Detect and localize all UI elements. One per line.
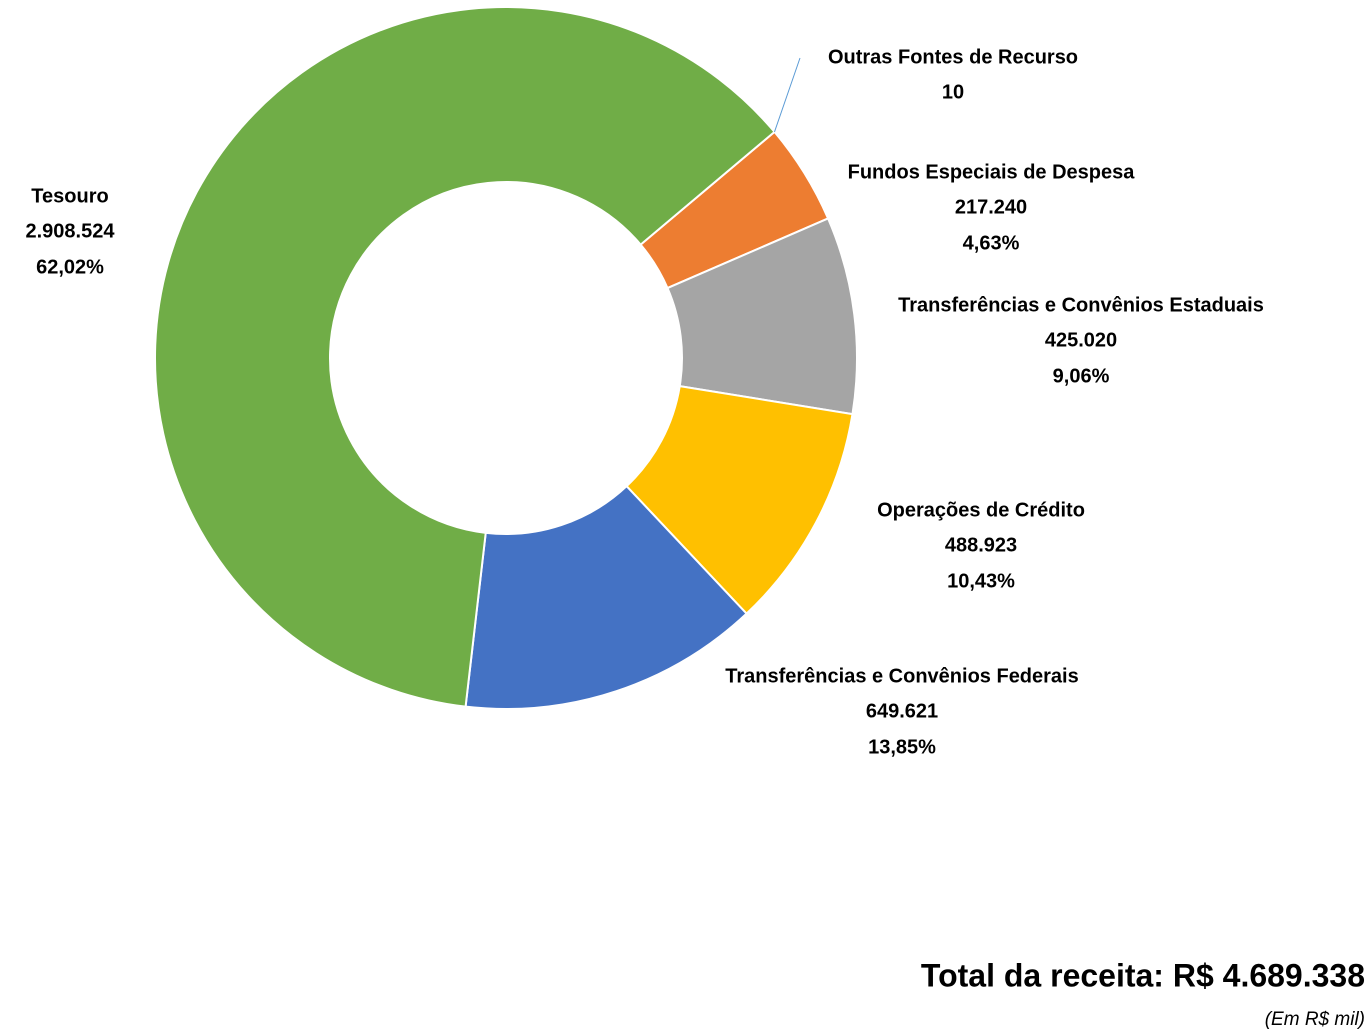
- category-label: Transferências e Convênios Estaduais: [898, 294, 1264, 316]
- percent-label: 13,85%: [868, 736, 936, 758]
- percent-label: 4,63%: [963, 232, 1020, 254]
- value-label: 10: [942, 81, 964, 103]
- value-label: 649.621: [866, 700, 938, 722]
- value-label: 2.908.524: [26, 220, 116, 242]
- total-text: Total da receita: R$ 4.689.338: [921, 957, 1365, 993]
- slice: [154, 6, 776, 708]
- category-label: Operações de Crédito: [877, 499, 1085, 521]
- slice: [464, 484, 748, 710]
- category-label: Tesouro: [31, 185, 108, 207]
- category-label: Transferências e Convênios Federais: [725, 665, 1079, 687]
- category-label: Fundos Especiais de Despesa: [848, 161, 1136, 183]
- category-label: Outras Fontes de Recurso: [828, 46, 1078, 68]
- percent-label: 9,06%: [1053, 365, 1110, 387]
- percent-label: 62,02%: [36, 256, 104, 278]
- leader-line: [774, 57, 801, 133]
- value-label: 217.240: [955, 196, 1027, 218]
- value-label: 425.020: [1045, 329, 1117, 351]
- value-label: 488.923: [945, 534, 1017, 556]
- unit-note: (Em R$ mil): [1265, 1009, 1365, 1030]
- percent-label: 10,43%: [947, 570, 1015, 592]
